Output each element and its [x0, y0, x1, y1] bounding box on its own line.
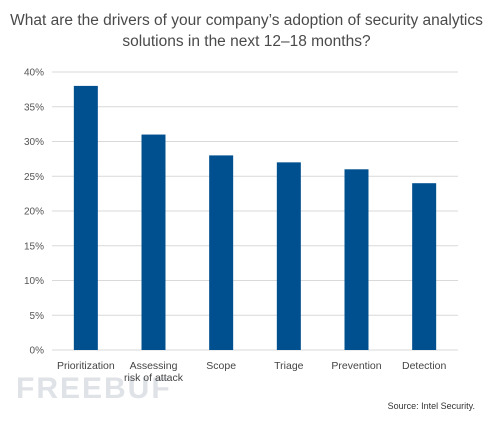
y-tick-label: 20% [24, 207, 44, 218]
x-category-label: Scope [206, 360, 236, 372]
x-category-label: Prioritization [57, 360, 115, 372]
grid-lines [52, 72, 458, 350]
y-tick-label: 30% [24, 137, 44, 148]
source-note: Source: Intel Security. [388, 401, 475, 411]
y-axis-ticks: 0% 5% 10% 15% 20% 25% 30% 35% 40% [24, 68, 44, 357]
y-tick-label: 25% [24, 172, 44, 183]
y-tick-label: 35% [24, 102, 44, 113]
y-tick-label: 15% [24, 241, 44, 252]
bar [142, 135, 166, 350]
x-category-label: Assessing risk of attack [124, 360, 184, 384]
bar [345, 169, 369, 350]
x-axis-labels: Prioritization Assessing risk of attack Sco… [57, 360, 447, 384]
bar [412, 183, 436, 350]
x-category-label: Prevention [331, 360, 381, 372]
bar [74, 86, 98, 350]
bar [209, 155, 233, 350]
bar [277, 162, 301, 350]
y-tick-label: 0% [30, 346, 45, 357]
x-category-label: Detection [402, 360, 447, 372]
y-tick-label: 5% [30, 311, 45, 322]
y-tick-label: 10% [24, 276, 44, 287]
x-category-label: Triage [274, 360, 304, 372]
bars [74, 86, 436, 350]
y-tick-label: 40% [24, 68, 44, 79]
